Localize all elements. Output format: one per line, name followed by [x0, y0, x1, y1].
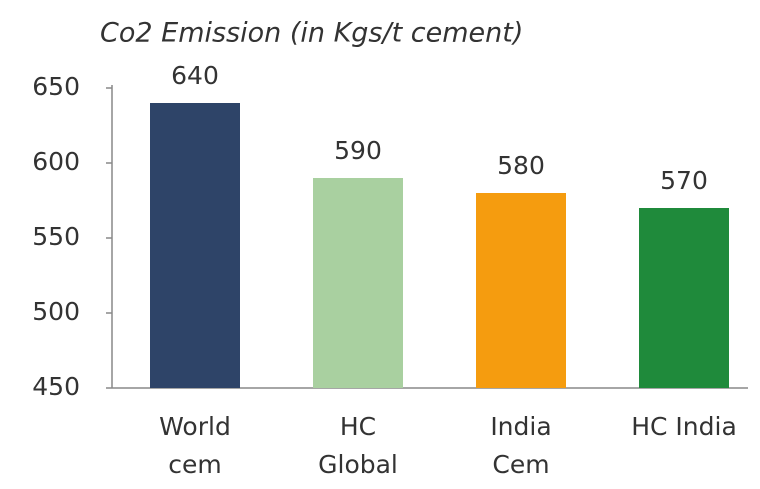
- x-tick-label: World cem: [159, 412, 231, 479]
- y-tick-label: 550: [32, 222, 80, 251]
- bar: [476, 193, 566, 388]
- value-label: 590: [334, 136, 382, 165]
- y-tick-label: 650: [32, 72, 80, 101]
- value-label: 640: [171, 61, 219, 90]
- y-tick-label: 600: [32, 147, 80, 176]
- bar: [150, 103, 240, 388]
- bar: [639, 208, 729, 388]
- y-tick-label: 450: [32, 372, 80, 401]
- y-tick-label: 500: [32, 297, 80, 326]
- value-label: 570: [660, 166, 708, 195]
- bar: [313, 178, 403, 388]
- x-tick-label: HC Global: [318, 412, 398, 479]
- chart-title: Co2 Emission (in Kgs/t cement): [100, 18, 523, 49]
- x-tick-label: HC India: [631, 412, 737, 441]
- value-label: 580: [497, 151, 545, 180]
- x-tick-label: India Cem: [490, 412, 551, 479]
